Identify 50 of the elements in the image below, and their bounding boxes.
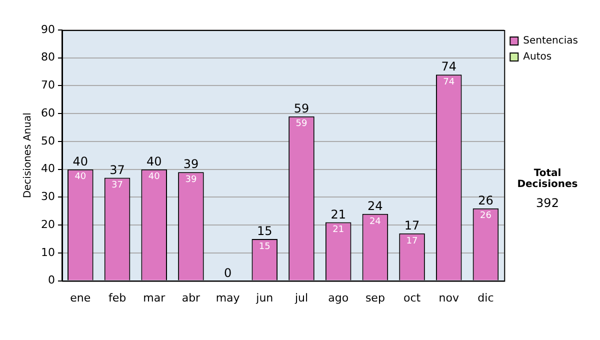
- data-label: 37: [112, 180, 123, 191]
- text: Total Decisiones: [516, 168, 579, 190]
- data-label: 26: [480, 211, 492, 222]
- x-tick-label: ago: [328, 291, 349, 304]
- total-label: 40: [72, 154, 88, 168]
- y-axis-title: Decisiones Anual: [22, 112, 34, 198]
- x-tick-label: sep: [365, 291, 385, 304]
- text: 392: [535, 196, 560, 210]
- x-tick-label: mar: [143, 291, 166, 304]
- y-tick-label: 90: [40, 22, 55, 36]
- y-tick-label: 30: [40, 190, 55, 204]
- y-tick-label: 10: [40, 246, 55, 259]
- total-label: 59: [294, 102, 310, 116]
- total-label: 39: [183, 157, 199, 172]
- x-tick-label: may: [216, 291, 240, 304]
- x-tick-label: feb: [108, 291, 126, 304]
- total-label: 74: [441, 60, 457, 74]
- total-label: 26: [478, 193, 494, 208]
- x-tick-label: oct: [403, 291, 422, 304]
- data-label: 24: [369, 216, 382, 227]
- x-tick-label: ene: [70, 291, 91, 304]
- total-label: 21: [330, 207, 346, 222]
- x-tick-label: jul: [294, 291, 308, 304]
- data-label: 39: [185, 174, 197, 185]
- legend-label: Sentencias: [523, 36, 578, 47]
- total-label: 17: [404, 218, 420, 233]
- data-label: 40: [148, 172, 160, 182]
- y-tick-label: 0: [48, 274, 55, 287]
- data-label: 74: [443, 77, 455, 88]
- total-label: 40: [146, 154, 162, 168]
- y-tick-label: 40: [40, 162, 55, 176]
- y-tick-label: 60: [40, 106, 55, 120]
- data-label: 21: [332, 225, 344, 236]
- x-tick-label: jun: [255, 291, 274, 304]
- x-tick-label: nov: [438, 291, 460, 304]
- y-tick-label: 70: [40, 78, 55, 92]
- x-tick-label: abr: [182, 291, 201, 304]
- total-label: 24: [368, 199, 383, 214]
- y-tick-label: 50: [40, 134, 55, 148]
- total-label: 0: [224, 266, 232, 280]
- y-tick-label: 80: [40, 50, 55, 64]
- total-label: 37: [110, 162, 125, 177]
- legend-label: Autos: [523, 52, 552, 63]
- total-label: 15: [257, 224, 272, 238]
- data-label: 40: [74, 172, 86, 182]
- data-label: 15: [258, 242, 270, 252]
- data-label: 17: [406, 236, 418, 246]
- data-label: 59: [296, 119, 308, 130]
- y-tick-label: 20: [40, 218, 55, 231]
- x-tick-label: dic: [478, 291, 494, 304]
